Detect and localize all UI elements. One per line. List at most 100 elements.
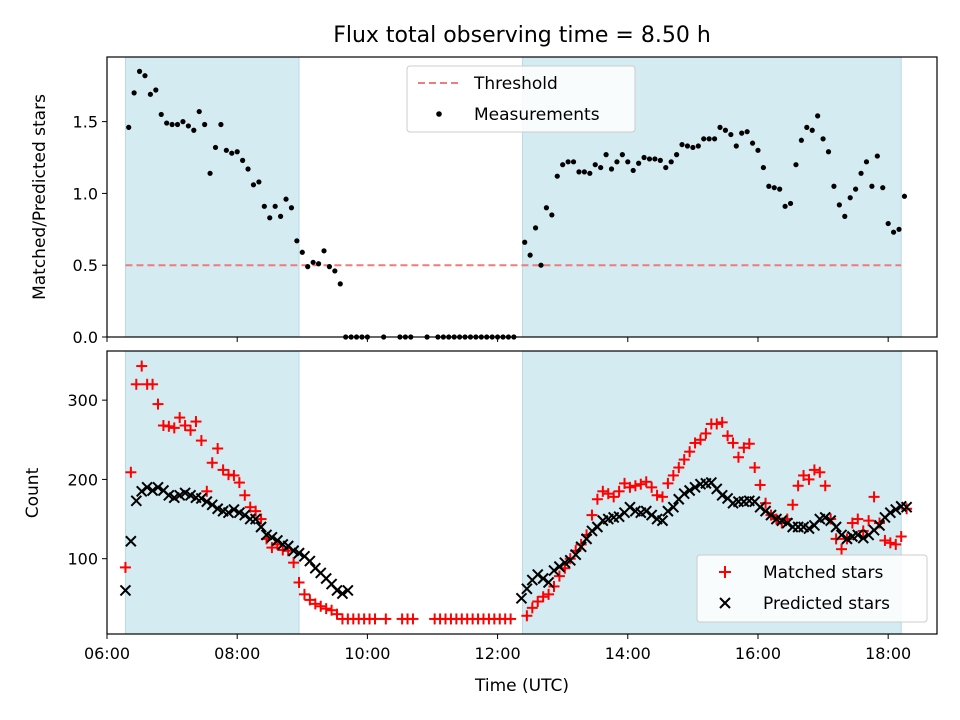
measurement-point bbox=[245, 166, 251, 172]
measurement-point bbox=[299, 249, 305, 255]
x-stroke-b bbox=[179, 487, 191, 499]
predicted-star-point bbox=[548, 564, 560, 577]
matched-star-point bbox=[195, 435, 207, 447]
legend-matched-swatch bbox=[719, 566, 731, 578]
x-stroke-b bbox=[711, 483, 723, 495]
measurement-point bbox=[636, 160, 642, 166]
x-stroke-b bbox=[228, 503, 240, 516]
x-stroke-b bbox=[895, 500, 907, 513]
matched-star-point bbox=[694, 434, 706, 446]
x-tick-label: 16:00 bbox=[735, 644, 781, 663]
measurement-point bbox=[321, 248, 327, 254]
matched-star-point bbox=[808, 464, 820, 476]
measurement-point bbox=[695, 143, 701, 149]
x-stroke-b bbox=[222, 507, 235, 519]
x-stroke-b bbox=[852, 529, 864, 541]
x-stroke-b bbox=[890, 503, 902, 516]
measurement-point bbox=[153, 87, 159, 93]
x-stroke-b bbox=[336, 587, 349, 600]
measurement-point bbox=[777, 186, 783, 192]
matched-star-point bbox=[814, 466, 826, 478]
measurement-point bbox=[630, 167, 636, 174]
measurement-point bbox=[272, 203, 278, 209]
measurement-point bbox=[576, 169, 582, 175]
measurement-point bbox=[652, 156, 658, 162]
bottom-y-axis-label: Count bbox=[23, 467, 43, 518]
measurement-point bbox=[755, 147, 761, 153]
predicted-star-point bbox=[900, 501, 913, 513]
measurement-point bbox=[191, 127, 197, 133]
x-stroke-b bbox=[184, 489, 197, 501]
x-stroke-b bbox=[749, 495, 761, 508]
x-stroke-b bbox=[575, 541, 587, 553]
matched-star-point bbox=[407, 613, 419, 625]
measurement-point bbox=[641, 154, 647, 161]
measurement-point bbox=[174, 121, 181, 128]
measurement-point bbox=[679, 141, 685, 148]
x-stroke-b bbox=[277, 538, 289, 551]
matched-star-point bbox=[119, 561, 131, 573]
measurement-point bbox=[543, 205, 550, 211]
predicted-star-point bbox=[222, 507, 235, 519]
measurement-point bbox=[126, 124, 132, 130]
x-stroke-b bbox=[293, 547, 305, 559]
matched-star-point bbox=[673, 462, 685, 474]
measurement-point bbox=[527, 252, 533, 258]
predicted-star-point bbox=[146, 484, 159, 497]
measurement-point bbox=[196, 108, 202, 115]
predicted-star-point bbox=[586, 525, 598, 537]
measurement-point bbox=[250, 182, 257, 188]
measurement-point bbox=[722, 127, 729, 133]
measurement-point bbox=[305, 264, 311, 270]
predicted-star-point bbox=[613, 510, 625, 523]
matched-star-point bbox=[125, 466, 137, 478]
x-stroke-b bbox=[797, 521, 810, 533]
matched-star-point bbox=[320, 603, 332, 615]
measurement-point bbox=[798, 137, 804, 143]
matched-star-point bbox=[743, 438, 755, 450]
matched-star-point bbox=[803, 473, 815, 485]
predicted-star-point bbox=[759, 505, 772, 517]
matched-star-point bbox=[716, 416, 728, 428]
x-stroke-b bbox=[271, 534, 284, 547]
matched-star-point bbox=[657, 491, 669, 503]
measurement-point bbox=[836, 202, 842, 208]
matched-star-point bbox=[787, 499, 799, 511]
x-stroke-b bbox=[651, 513, 663, 525]
x-stroke-b bbox=[662, 505, 674, 517]
predicted-star-point bbox=[206, 499, 218, 511]
measurement-point bbox=[804, 124, 810, 130]
matched-star-point bbox=[591, 493, 603, 505]
x-stroke-b bbox=[830, 521, 842, 533]
matched-star-point bbox=[228, 469, 240, 481]
measurement-point bbox=[554, 173, 560, 179]
measurement-point bbox=[592, 162, 598, 168]
matched-star-point bbox=[293, 576, 305, 588]
measurement-point bbox=[229, 150, 235, 156]
measurement-point bbox=[793, 162, 799, 168]
measurement-point bbox=[625, 159, 631, 165]
x-stroke-b bbox=[569, 549, 582, 561]
matched-star-point bbox=[212, 443, 224, 455]
x-stroke-b bbox=[629, 505, 642, 517]
predicted-star-point bbox=[515, 592, 528, 605]
measurement-point bbox=[739, 130, 745, 136]
x-stroke-b bbox=[803, 522, 815, 535]
matched-star-point bbox=[537, 591, 549, 603]
measurement-points bbox=[126, 68, 908, 340]
measurement-point bbox=[614, 159, 620, 165]
matched-star-point bbox=[201, 485, 213, 497]
x-stroke-b bbox=[683, 484, 696, 497]
measurement-point bbox=[646, 156, 653, 162]
x-stroke-b bbox=[689, 481, 701, 494]
x-stroke-b bbox=[532, 568, 544, 581]
matched-star-point bbox=[331, 608, 343, 620]
matched-star-point bbox=[174, 412, 186, 424]
y-tick-label: 0.0 bbox=[73, 328, 98, 347]
predicted-star-point bbox=[656, 514, 669, 527]
measurement-point bbox=[853, 186, 859, 192]
measurement-point bbox=[294, 238, 300, 244]
y-tick-label: 0.5 bbox=[73, 256, 98, 275]
shaded-interval bbox=[124, 56, 300, 338]
matched-star-point bbox=[136, 360, 148, 372]
